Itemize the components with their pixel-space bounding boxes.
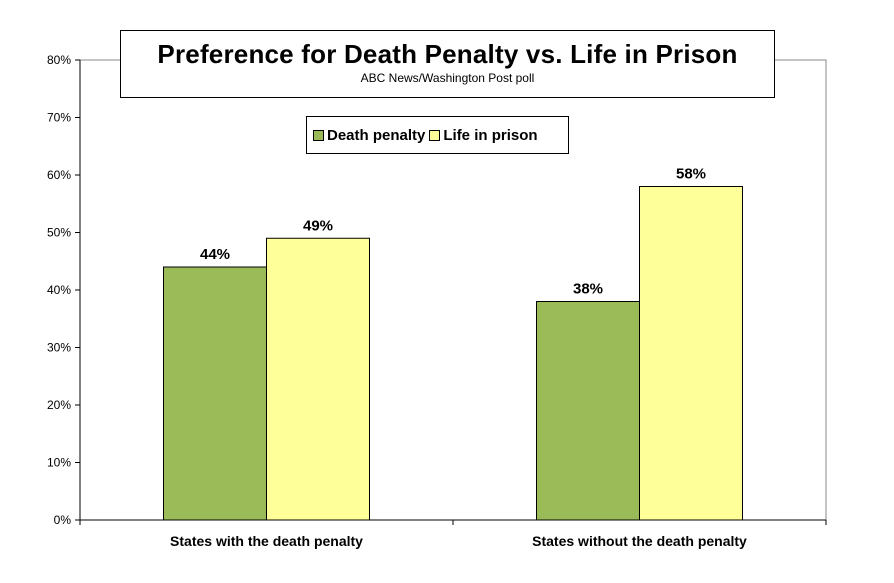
bars xyxy=(163,186,743,521)
y-tick-label: 60% xyxy=(47,168,71,182)
bar-value-label: 44% xyxy=(200,246,230,263)
y-tick-label: 20% xyxy=(47,398,71,412)
bar-value-label: 49% xyxy=(303,217,333,234)
legend-swatch-life-in-prison xyxy=(429,129,441,141)
chart-title: Preference for Death Penalty vs. Life in… xyxy=(157,39,738,69)
bar xyxy=(536,301,640,521)
legend-item-death-penalty: Death penalty xyxy=(313,127,425,144)
y-tick-label: 0% xyxy=(54,513,72,527)
y-tick-label: 80% xyxy=(47,53,71,67)
legend-swatch-death-penalty xyxy=(313,129,324,141)
bar-value-label: 38% xyxy=(573,281,603,298)
legend: Death penalty Life in prison xyxy=(306,116,569,154)
bar xyxy=(163,266,267,521)
legend-label-death-penalty: Death penalty xyxy=(327,126,426,144)
axes: 0% 10% 20% 30% 40% 50% 60% 70% 80% States with th… xyxy=(47,53,827,549)
x-category-label: States without the death penalty xyxy=(532,533,747,549)
legend-item-life-in-prison: Life in prison xyxy=(429,126,538,144)
x-category-label: States with the death penalty xyxy=(170,533,363,549)
bar-value-label: 58% xyxy=(676,166,706,183)
title-box: Preference for Death Penalty vs. Life in… xyxy=(120,30,775,98)
y-tick-label: 10% xyxy=(47,456,71,470)
legend-label-life-in-prison: Life in prison xyxy=(443,126,538,144)
y-tick-label: 70% xyxy=(47,111,71,125)
y-tick-label: 40% xyxy=(47,283,71,297)
y-tick-label: 30% xyxy=(47,341,71,355)
bar xyxy=(266,237,370,521)
bar xyxy=(639,186,743,521)
y-tick-label: 50% xyxy=(47,226,71,240)
chart-subtitle: ABC News/Washington Post poll xyxy=(360,71,535,85)
data-labels: 44% 38% 49% 58% xyxy=(200,166,706,298)
